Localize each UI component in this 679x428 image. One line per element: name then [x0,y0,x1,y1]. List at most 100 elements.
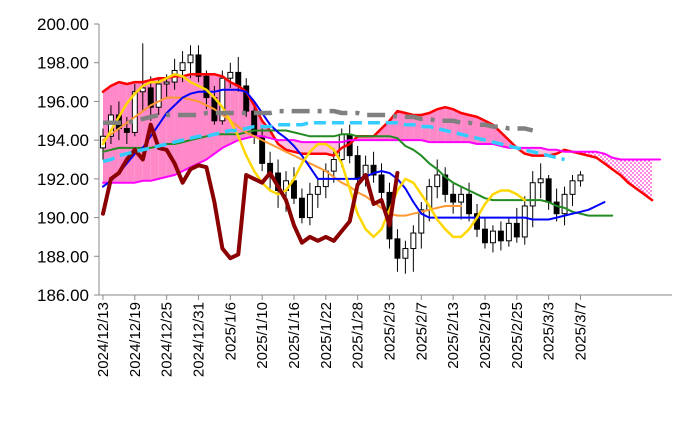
candle-body [219,77,226,122]
candle-body [489,230,496,244]
candle [314,178,321,208]
x-tick-label: 2025/2/7 [413,302,430,360]
series-line [102,129,614,217]
candle-body [243,85,250,112]
candle-body [131,91,138,133]
candle-body [306,193,313,219]
candle-body [354,155,361,180]
candle-body [410,232,417,250]
candle-body [370,164,377,176]
x-tick-label: 2025/2/3 [382,302,399,360]
candle [434,159,441,199]
candle-body [314,186,321,195]
cloud-segment [620,159,629,183]
candle [458,186,465,220]
candle-body [434,174,441,188]
candle-body [195,54,202,77]
candle-body [553,201,560,215]
candle [450,182,457,214]
cloud-segment [636,159,645,195]
candle-body [330,159,337,172]
cloud-segment [628,159,637,189]
candle-body [537,178,544,184]
candle [497,221,504,251]
series-line [103,108,534,133]
cloud-segment [190,74,199,168]
x-tick-label: 2025/2/13 [445,302,462,369]
x-tick-label: 2025/3/7 [573,302,590,360]
x-tick-label: 2024/12/25 [159,302,176,377]
candle [418,202,425,249]
candle-body [458,193,465,203]
candle-body [163,81,170,85]
candle [489,225,496,253]
candle [505,217,512,247]
x-tick-label: 2025/1/22 [318,302,335,369]
y-tick-label: 186.00 [37,286,89,305]
candle-body [203,75,210,99]
cloud-segment [397,111,406,141]
cloud-segment [405,113,414,141]
candle [370,151,377,183]
candle [426,178,433,222]
x-tick-label: 2024/12/31 [191,302,208,377]
candle [537,163,544,199]
cloud-segment [453,109,462,143]
cloud-segment [182,74,191,172]
x-tick-label: 2025/1/16 [286,302,303,369]
candle [291,167,297,205]
x-tick-label: 2024/12/19 [127,302,144,377]
candle [466,182,473,222]
candle-body [402,248,409,259]
series-line [101,73,527,239]
y-tick-label: 194.00 [37,131,89,150]
cloud-segment [644,159,653,201]
series-line [102,120,566,164]
candle [298,188,305,224]
cloud-segment [437,107,446,143]
y-tick-label: 188.00 [37,247,89,266]
candle [227,62,234,88]
candle-body [442,174,449,195]
candle-body [545,178,552,203]
y-tick-label: 192.00 [37,170,89,189]
candle [147,76,154,121]
candle-body [521,205,528,238]
candle [545,174,552,210]
y-tick-label: 198.00 [37,54,89,73]
candle-body [394,238,401,259]
series-line [102,88,606,221]
candle [378,163,385,203]
candle-body [569,180,576,195]
cloud-segment [293,140,302,154]
x-tick-label: 2025/3/3 [541,302,558,360]
cloud-segment [174,76,183,175]
candle-body [497,230,504,242]
y-tick-label: 196.00 [37,92,89,111]
cloud-segment [612,157,621,175]
x-tick-label: 2025/1/28 [350,302,367,369]
x-tick-label: 2025/1/10 [254,302,271,369]
cloud-segment [445,107,454,143]
candle-body [378,174,385,193]
candle-body [466,193,473,215]
candle [577,171,584,187]
candle [402,240,409,274]
candle [306,182,313,226]
candle [561,186,568,226]
candle [243,78,250,117]
indicator-lines [101,73,662,261]
candle [482,217,488,249]
cloud-segment [492,124,501,146]
candle-body [561,193,568,215]
cloud-segment [230,82,239,145]
candle-body [418,209,425,234]
candle-body [147,87,154,108]
y-tick-label: 200.00 [37,15,89,34]
candle-body [450,193,457,203]
candle-body [482,228,488,244]
candle [521,196,528,245]
series-line [101,122,400,261]
candle [394,229,401,272]
